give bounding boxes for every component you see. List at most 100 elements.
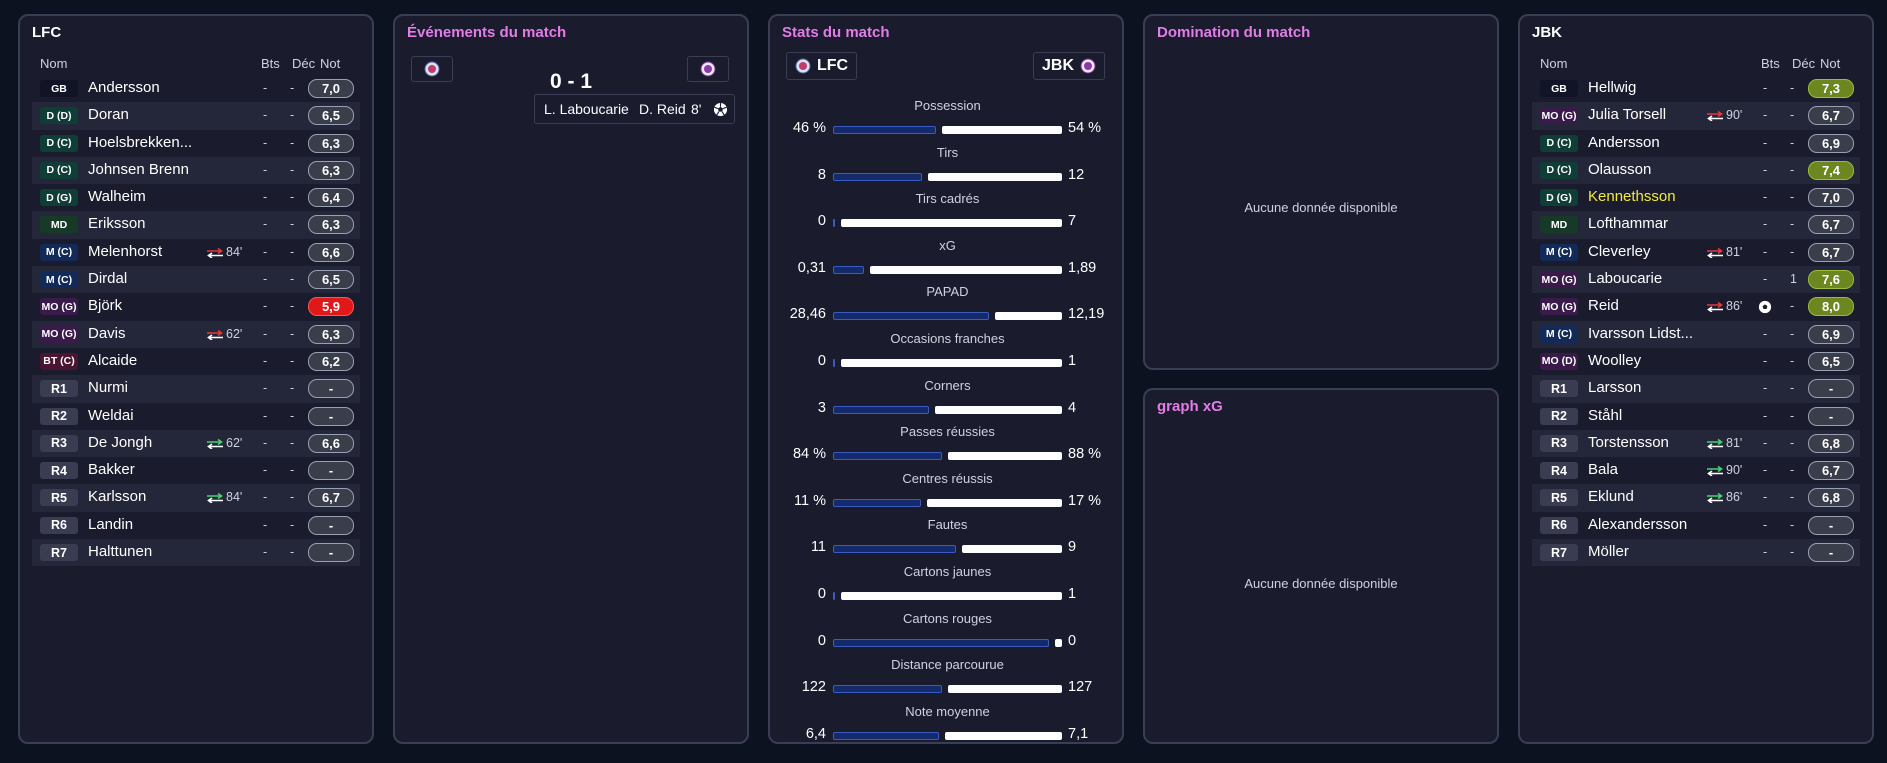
away-stat-value: 12,19 — [1068, 306, 1105, 323]
goals-value: - — [1763, 244, 1768, 259]
table-row[interactable]: R5 Karlsson 84' - -6,7 — [32, 484, 360, 512]
table-row[interactable]: D (G) Kennethsson - -7,0 — [1532, 184, 1860, 211]
player-name[interactable]: De Jongh — [88, 433, 153, 451]
table-row[interactable]: M (C) Dirdal - -6,5 — [32, 266, 360, 294]
player-name[interactable]: Reid — [1588, 297, 1619, 315]
rating-badge: - — [1808, 515, 1854, 535]
table-row[interactable]: D (C) Hoelsbrekken... - -6,3 — [32, 130, 360, 157]
table-row[interactable]: R6 Alexandersson - - - — [1532, 512, 1860, 539]
player-name[interactable]: Möller — [1588, 543, 1629, 561]
col-goals[interactable]: Bts — [1761, 56, 1780, 71]
player-name[interactable]: Weldai — [88, 406, 134, 424]
player-name[interactable]: Eklund — [1588, 488, 1634, 506]
stat-label: Cartons rouges — [903, 610, 992, 626]
table-row[interactable]: D (C) Johnsen Brenn - -6,3 — [32, 156, 360, 185]
player-name[interactable]: Hellwig — [1588, 79, 1637, 96]
table-row[interactable]: M (C) Ivarsson Lidst... - -6,9 — [1532, 320, 1860, 348]
assists-value: - — [290, 490, 295, 505]
away-team-name: JBK — [1042, 57, 1075, 74]
player-name[interactable]: Bakker — [88, 461, 135, 479]
table-row[interactable]: MO (D) Woolley - -6,5 — [1532, 348, 1860, 375]
table-row[interactable]: BT (C) Alcaide - -6,2 — [32, 348, 360, 375]
goal-event[interactable]: L. Laboucarie D. Reid 8' — [534, 94, 735, 124]
table-row[interactable]: R6 Landin - - - — [32, 512, 360, 539]
player-name[interactable]: Andersson — [1588, 133, 1660, 151]
col-rating[interactable]: Not — [320, 56, 341, 71]
col-dec[interactable]: Déc — [1792, 56, 1816, 71]
table-row[interactable]: MO (G) Laboucarie - 1 7,6 — [1532, 266, 1860, 294]
goals-value: - — [263, 217, 268, 232]
col-rating[interactable]: Not — [1820, 56, 1841, 71]
player-name[interactable]: Laboucarie — [1588, 270, 1663, 288]
position-badge: MD — [40, 216, 78, 234]
assists-value: - — [290, 108, 295, 123]
table-row[interactable]: D (C) Andersson - -6,9 — [1532, 130, 1860, 157]
table-row[interactable]: GB Hellwig - -7,3 — [1532, 75, 1860, 102]
stat-label: PAPAD — [926, 284, 969, 300]
player-name[interactable]: Nurmi — [88, 379, 128, 397]
col-dec[interactable]: Déc — [292, 56, 316, 71]
away-stat-bar — [840, 359, 1062, 367]
table-row[interactable]: R4 Bakker - - - — [32, 457, 360, 484]
table-row[interactable]: R4 Bala 90' - -6,7 — [1532, 457, 1860, 484]
player-name[interactable]: Cleverley — [1588, 242, 1651, 260]
player-name[interactable]: Lofthammar — [1588, 215, 1669, 233]
player-name[interactable]: Björk — [88, 297, 123, 315]
player-name[interactable]: Bala — [1588, 461, 1619, 479]
player-name[interactable]: Torstensson — [1588, 433, 1669, 451]
table-row[interactable]: M (C) Cleverley 81' - -6,7 — [1532, 239, 1860, 266]
player-name[interactable]: Hoelsbrekken... — [88, 133, 193, 151]
player-name[interactable]: Ståhl — [1588, 406, 1623, 424]
table-row[interactable]: R7 Halttunen - - - — [32, 539, 360, 567]
table-row[interactable]: GB Andersson - -7,0 — [32, 75, 360, 102]
table-row[interactable]: MD Eriksson - -6,3 — [32, 211, 360, 239]
table-row[interactable]: D (D) Doran - -6,5 — [32, 102, 360, 130]
assists-value: - — [290, 217, 295, 232]
player-name[interactable]: Davis — [88, 324, 126, 342]
player-name[interactable]: Johnsen Brenn — [88, 160, 189, 178]
col-goals[interactable]: Bts — [261, 56, 280, 71]
table-row[interactable]: D (C) Olausson - -7,4 — [1532, 156, 1860, 185]
table-row[interactable]: R3 De Jongh 62' - -6,6 — [32, 429, 360, 458]
table-row[interactable]: R1 Larsson - - - — [1532, 375, 1860, 403]
stat-row: Distance parcourue 122 127 — [770, 657, 1125, 703]
player-name[interactable]: Eriksson — [88, 215, 146, 233]
assists-value: - — [1790, 217, 1795, 232]
table-row[interactable]: R1 Nurmi - - - — [32, 375, 360, 403]
table-row[interactable]: M (C) Melenhorst 84' - -6,6 — [32, 239, 360, 266]
lfc-lineup-panel: LFC Nom Bts Déc Not GB Andersson - -7,0 D (D… — [18, 14, 374, 744]
col-name[interactable]: Nom — [40, 56, 68, 71]
table-row[interactable]: R3 Torstensson 81' - -6,8 — [1532, 429, 1860, 458]
table-row[interactable]: MO (G) Björk - -5,9 — [32, 293, 360, 320]
table-row[interactable]: MD Lofthammar - -6,7 — [1532, 211, 1860, 239]
player-name[interactable]: Melenhorst — [88, 242, 163, 260]
player-name[interactable]: Dirdal — [88, 270, 128, 288]
table-row[interactable]: MO (G) Julia Torsell 90' - -6,7 — [1532, 102, 1860, 130]
player-name[interactable]: Alcaide — [88, 351, 138, 369]
player-name[interactable]: Halttunen — [88, 543, 153, 561]
player-name[interactable]: Walheim — [88, 188, 146, 206]
table-row[interactable]: R7 Möller - - - — [1532, 539, 1860, 567]
table-row[interactable]: MO (G) Reid 86' -8,0 — [1532, 293, 1860, 320]
home-stat-bar — [833, 498, 921, 507]
player-name[interactable]: Alexandersson — [1588, 515, 1688, 533]
player-name[interactable]: Kennethsson — [1588, 188, 1676, 206]
player-name[interactable]: Woolley — [1588, 351, 1642, 369]
player-name[interactable]: Olausson — [1588, 160, 1652, 178]
table-row[interactable]: R2 Weldai - - - — [32, 403, 360, 430]
player-name[interactable]: Doran — [88, 106, 129, 124]
col-name[interactable]: Nom — [1540, 56, 1568, 71]
player-name[interactable]: Julia Torsell — [1588, 106, 1667, 124]
player-name[interactable]: Larsson — [1588, 379, 1642, 397]
player-name[interactable]: Karlsson — [88, 488, 147, 506]
player-name[interactable]: Ivarsson Lidst... — [1588, 324, 1694, 342]
home-stat-bar — [833, 452, 942, 461]
assists-value: - — [1790, 408, 1795, 423]
table-row[interactable]: D (G) Walheim - -6,4 — [32, 184, 360, 211]
jbk-lineup-panel: JBK Nom Bts Déc Not GB Hellwig - -7,3 MO (G)… — [1518, 14, 1874, 744]
table-row[interactable]: MO (G) Davis 62' - -6,3 — [32, 320, 360, 348]
table-row[interactable]: R5 Eklund 86' - -6,8 — [1532, 484, 1860, 512]
player-name[interactable]: Andersson — [88, 79, 160, 96]
player-name[interactable]: Landin — [88, 515, 134, 533]
table-row[interactable]: R2 Ståhl - - - — [1532, 403, 1860, 430]
